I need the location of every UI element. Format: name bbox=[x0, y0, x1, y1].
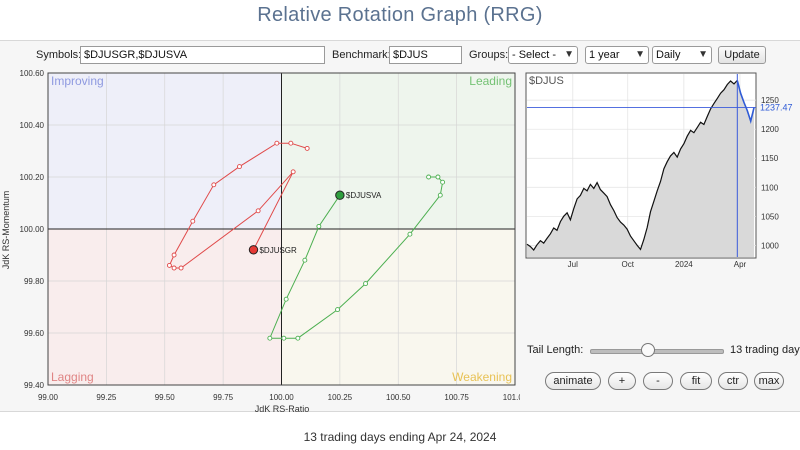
groups-select[interactable]: - Select - ▼ bbox=[508, 46, 578, 64]
tail-point bbox=[288, 140, 294, 146]
price-y-tick-label: 1000 bbox=[761, 241, 779, 250]
y-tick-label: 100.60 bbox=[20, 70, 45, 78]
tail-point bbox=[166, 262, 172, 268]
tail-point bbox=[295, 335, 301, 341]
chevron-down-icon: ▼ bbox=[698, 49, 708, 60]
series-label-djusva: $DJUSVA bbox=[346, 191, 382, 200]
x-tick-label: 100.50 bbox=[386, 393, 411, 402]
price-x-tick-label: Apr bbox=[734, 260, 747, 269]
page-title: Relative Rotation Graph (RRG) bbox=[257, 4, 543, 26]
y-tick-label: 99.60 bbox=[24, 329, 45, 338]
date-range-caption: 13 trading days ending Apr 24, 2024 bbox=[303, 430, 497, 444]
tail-point bbox=[426, 174, 432, 180]
benchmark-label: Benchmark: bbox=[332, 49, 391, 61]
y-tick-label: 99.80 bbox=[24, 277, 45, 286]
groups-label: Groups: bbox=[469, 49, 509, 61]
x-tick-label: 99.25 bbox=[96, 393, 117, 402]
y-axis-label: JdK RS-Momentum bbox=[1, 191, 11, 270]
head-marker-djusgr[interactable] bbox=[248, 245, 259, 255]
tail-point bbox=[304, 145, 310, 151]
tail-point bbox=[178, 265, 184, 271]
tail-point bbox=[190, 218, 196, 224]
animate-button[interactable]: animate bbox=[545, 372, 601, 390]
price-chart-title: $DJUS bbox=[529, 75, 564, 87]
center-button[interactable]: ctr bbox=[718, 372, 748, 390]
fit-button[interactable]: fit bbox=[680, 372, 712, 390]
period-select-value: 1 year bbox=[589, 49, 620, 61]
tail-point bbox=[267, 335, 273, 341]
x-tick-label: 99.00 bbox=[38, 393, 59, 402]
last-price-label: 1237.47 bbox=[760, 102, 793, 112]
tail-point bbox=[335, 307, 340, 313]
zoom-out-button[interactable]: - bbox=[643, 372, 673, 390]
quadrant-label-lagging: Lagging bbox=[51, 370, 94, 384]
groups-select-value: - Select - bbox=[512, 49, 557, 61]
tail-point bbox=[363, 281, 369, 287]
rrg-series-layer: $DJUSGR $DJUSVA bbox=[166, 140, 446, 341]
tail-point bbox=[255, 208, 261, 214]
interval-select-value: Daily bbox=[656, 49, 681, 61]
chevron-down-icon: ▼ bbox=[564, 49, 574, 60]
tail-point bbox=[316, 223, 322, 229]
tail-point bbox=[171, 265, 177, 271]
tail-point bbox=[435, 174, 441, 180]
tail-point bbox=[274, 140, 280, 146]
price-area bbox=[527, 80, 754, 258]
x-tick-label: 100.00 bbox=[269, 393, 294, 402]
tail-length-label: Tail Length: bbox=[527, 344, 584, 356]
tail-point bbox=[437, 192, 443, 198]
x-tick-label: 100.75 bbox=[444, 393, 469, 402]
rrg-tick-labels: 99.00 99.25 99.50 99.75 100.00 100.25 100.50 10… bbox=[20, 70, 520, 402]
price-x-tick-label: Oct bbox=[622, 260, 635, 269]
quadrant-label-improving: Improving bbox=[51, 74, 104, 88]
benchmark-price-chart: $DJUS 1237.47 1000 1050 1100 1150 1200 1250 Ju… bbox=[525, 72, 793, 269]
symbols-input[interactable]: $DJUSGR,$DJUSVA bbox=[80, 46, 325, 64]
tail-point bbox=[281, 335, 287, 341]
tail-point bbox=[290, 169, 296, 175]
tail-length-value: 13 trading days bbox=[730, 344, 800, 356]
interval-select[interactable]: Daily ▼ bbox=[652, 46, 712, 64]
y-tick-label: 100.00 bbox=[20, 225, 45, 234]
tail-point bbox=[237, 164, 242, 170]
tail-point bbox=[440, 179, 446, 185]
quadrant-label-leading: Leading bbox=[469, 74, 512, 88]
x-tick-label: 100.25 bbox=[328, 393, 353, 402]
tail-length-slider-handle[interactable] bbox=[641, 343, 655, 357]
price-y-tick-label: 1050 bbox=[761, 212, 779, 221]
tail-point bbox=[211, 182, 217, 188]
chevron-down-icon: ▼ bbox=[635, 49, 645, 60]
period-select[interactable]: 1 year ▼ bbox=[585, 46, 649, 64]
y-tick-label: 100.40 bbox=[20, 121, 45, 130]
x-tick-label: 99.50 bbox=[155, 393, 176, 402]
price-x-tick-label: Jul bbox=[568, 260, 578, 269]
tail-point bbox=[407, 231, 413, 237]
price-tick-labels: 1000 1050 1100 1150 1200 1250 Jul Oct 2024 Apr bbox=[568, 96, 780, 269]
price-y-tick-label: 1100 bbox=[761, 183, 779, 192]
price-line bbox=[526, 79, 738, 251]
series-label-djusgr: $DJUSGR bbox=[259, 246, 297, 255]
rrg-plot-border bbox=[47, 72, 516, 386]
x-tick-label: 99.75 bbox=[213, 393, 234, 402]
tail-point bbox=[171, 252, 177, 258]
symbols-label: Symbols: bbox=[36, 49, 82, 61]
y-tick-label: 99.40 bbox=[24, 381, 45, 390]
tail-point bbox=[283, 296, 289, 302]
price-y-tick-label: 1250 bbox=[761, 96, 779, 105]
benchmark-input[interactable]: $DJUS bbox=[389, 46, 462, 64]
y-tick-label: 100.20 bbox=[20, 173, 45, 182]
rrg-chart[interactable]: Improving Leading Lagging Weakening 99.0… bbox=[0, 70, 520, 415]
zoom-in-button[interactable]: + bbox=[608, 372, 636, 390]
max-button[interactable]: max bbox=[754, 372, 784, 390]
price-y-tick-label: 1150 bbox=[761, 154, 779, 163]
x-tick-label: 101.00 bbox=[503, 393, 520, 402]
quadrant-label-weakening: Weakening bbox=[452, 370, 512, 384]
head-marker-djusva[interactable] bbox=[335, 190, 345, 200]
price-line-recent bbox=[736, 80, 755, 125]
price-y-tick-label: 1200 bbox=[761, 125, 779, 134]
update-button[interactable]: Update bbox=[718, 46, 766, 64]
tail-point bbox=[302, 257, 308, 263]
price-x-tick-label: 2024 bbox=[675, 260, 693, 269]
tail-length-slider-track[interactable] bbox=[590, 349, 724, 354]
x-axis-label: JdK RS-Ratio bbox=[255, 404, 310, 414]
